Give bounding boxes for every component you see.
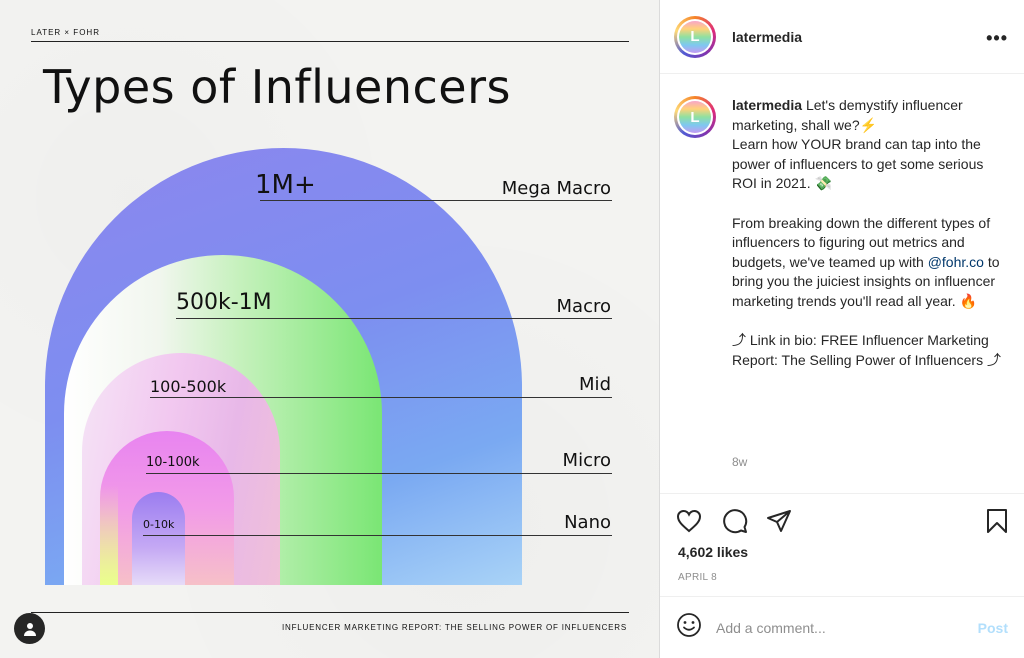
user-icon [23,622,36,636]
more-options-icon[interactable]: ••• [986,28,1008,48]
comment-input[interactable] [716,619,978,636]
tier-name-micro: Micro [562,450,611,471]
paper-plane-icon [767,510,791,532]
share-button[interactable] [764,506,794,536]
caption-avatar[interactable]: L [674,96,716,138]
caption-line-1: Let's demystify influencer marketing, sh… [732,97,963,133]
caption-para-2a: From breaking down the different types o… [732,214,991,270]
post-panel: L latermedia ••• L latermedia Let's demy… [660,0,1024,658]
caption-para-2b: to bring you the juiciest insights on in… [732,253,1000,309]
action-bar [660,493,1024,553]
arch-micro-accent [100,485,118,585]
later-logo-icon: L [679,101,711,133]
tier-range-mid: 100-500k [150,377,227,396]
later-logo-icon: L [679,20,711,53]
likes-count[interactable]: 4,602 likes [678,544,749,560]
tier-name-macro: Macro [556,296,611,317]
caption: L latermedia Let's demystify influencer … [674,96,1010,390]
arch-nano [132,492,185,585]
tier-name-nano: Nano [564,512,611,533]
like-button[interactable] [674,506,704,536]
image-top-rule [31,41,629,42]
caption-text: latermedia Let's demystify influencer ma… [732,96,1010,390]
image-title: Types of Influencers [43,60,511,114]
image-footer: INFLUENCER MARKETING REPORT: THE SELLING… [282,623,627,632]
tier-name-mid: Mid [579,374,611,395]
post-header: L latermedia ••• [660,0,1024,74]
tier-name-mega-macro: Mega Macro [501,178,611,199]
mention-link[interactable]: @fohr.co [927,253,984,270]
tier-line-nano [143,535,612,536]
comment-button[interactable] [720,506,750,536]
avatar[interactable]: L [674,15,716,58]
emoji-button[interactable] [676,612,702,643]
tier-line-mega-macro [260,200,612,201]
header-username[interactable]: latermedia [732,28,803,45]
post-date[interactable]: APRIL 8 [678,572,717,583]
caption-para-3: ⤴ Link in bio: FREE Influencer Marketing… [732,332,1001,368]
tagged-users-button[interactable] [14,613,45,644]
caption-username[interactable]: latermedia [732,97,803,113]
post-image[interactable]: LATER × FOHR Types of Influencers 1M+ Me… [0,0,660,658]
tier-range-mega-macro: 1M+ [255,170,316,200]
tier-line-macro [176,318,612,319]
smiley-icon [677,613,701,637]
caption-line-2: Learn how YOUR brand can tap into the po… [732,136,984,192]
bookmark-icon [987,509,1007,533]
tier-range-micro: 10-100k [146,455,200,470]
image-brand: LATER × FOHR [31,28,100,37]
comment-bar: Post [660,596,1024,658]
comment-icon [723,509,748,534]
tier-line-mid [150,397,612,398]
tier-line-micro [146,473,612,474]
heart-icon [676,509,702,533]
tier-range-macro: 500k-1M [176,290,272,315]
post-age[interactable]: 8w [732,455,748,469]
save-button[interactable] [982,506,1012,536]
tier-range-nano: 0-10k [143,518,175,531]
image-bottom-rule [31,612,629,613]
post-comment-button[interactable]: Post [977,619,1008,636]
